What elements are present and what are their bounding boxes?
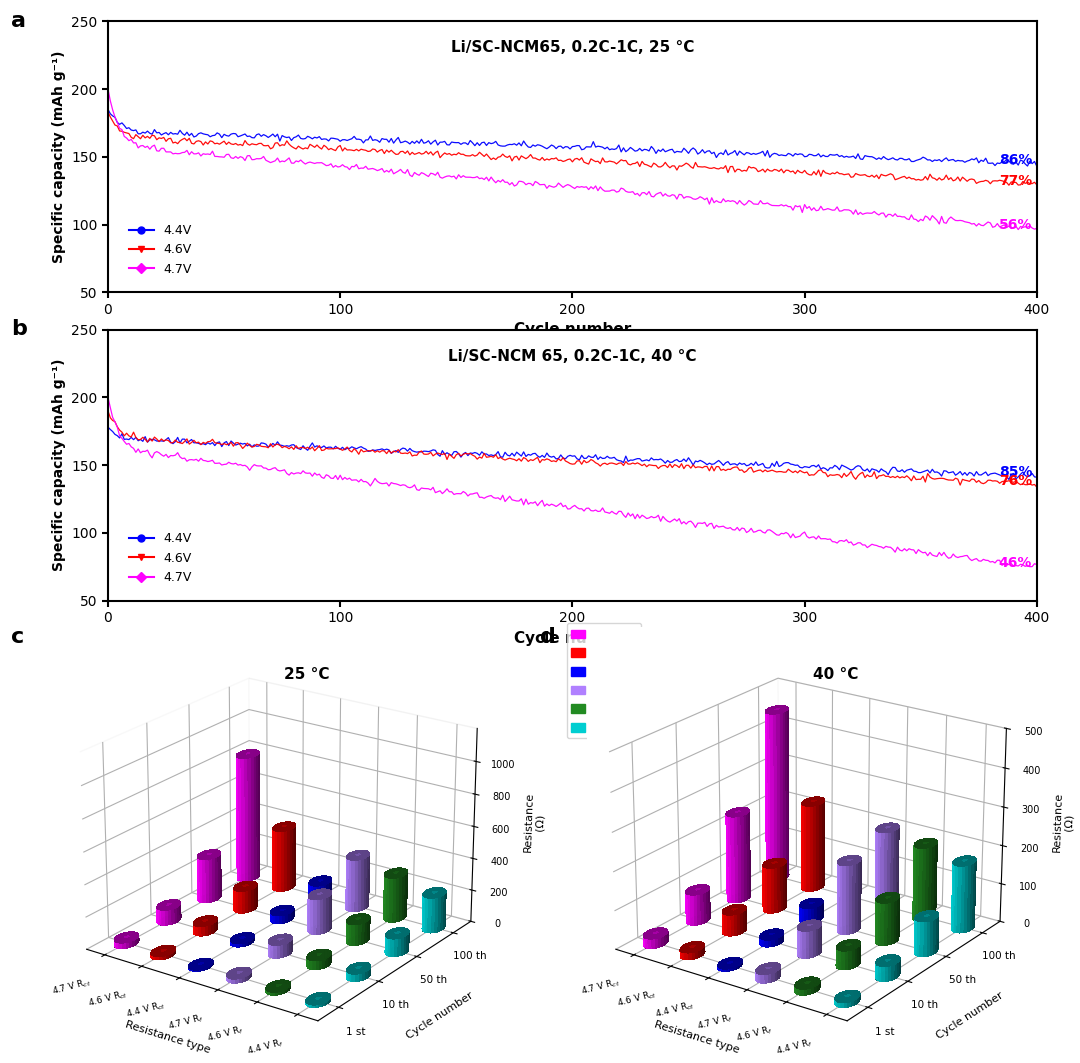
X-axis label: Cycle number: Cycle number — [514, 322, 631, 337]
Text: c: c — [11, 627, 24, 647]
Text: d: d — [540, 627, 556, 647]
Text: 85%: 85% — [999, 465, 1032, 478]
Text: 77%: 77% — [999, 174, 1032, 188]
Text: a: a — [11, 11, 26, 31]
Text: 46%: 46% — [999, 556, 1032, 570]
Text: 76%: 76% — [999, 474, 1032, 488]
X-axis label: Cycle number: Cycle number — [514, 630, 631, 645]
Text: 25 °C: 25 °C — [284, 668, 329, 682]
Text: 86%: 86% — [999, 152, 1032, 167]
Text: Li/SC-NCM 65, 0.2C-1C, 40 °C: Li/SC-NCM 65, 0.2C-1C, 40 °C — [448, 349, 697, 364]
Y-axis label: Cycle number: Cycle number — [934, 991, 1004, 1041]
Text: 40 °C: 40 °C — [813, 668, 859, 682]
Legend: 4.4V, 4.6V, 4.7V: 4.4V, 4.6V, 4.7V — [123, 219, 197, 281]
Y-axis label: Specific capacity (mAh g⁻¹): Specific capacity (mAh g⁻¹) — [52, 51, 66, 263]
Y-axis label: Cycle number: Cycle number — [405, 991, 475, 1041]
Legend: 4.7 V R$_{ct}$, 4.6 V R$_{ct}$, 4.4 V R$_{ct}$, 4.7 V R$_f$, 4.6 V R$_f$, 4.4 V : 4.7 V R$_{ct}$, 4.6 V R$_{ct}$, 4.4 V R$… — [567, 623, 642, 738]
Legend: 4.4V, 4.6V, 4.7V: 4.4V, 4.6V, 4.7V — [123, 527, 197, 589]
X-axis label: Resistance type: Resistance type — [124, 1019, 212, 1056]
Y-axis label: Specific capacity (mAh g⁻¹): Specific capacity (mAh g⁻¹) — [52, 359, 66, 571]
X-axis label: Resistance type: Resistance type — [653, 1019, 741, 1056]
Text: Li/SC-NCM65, 0.2C-1C, 25 °C: Li/SC-NCM65, 0.2C-1C, 25 °C — [450, 40, 694, 55]
Text: b: b — [11, 319, 27, 339]
Text: 56%: 56% — [999, 218, 1032, 232]
